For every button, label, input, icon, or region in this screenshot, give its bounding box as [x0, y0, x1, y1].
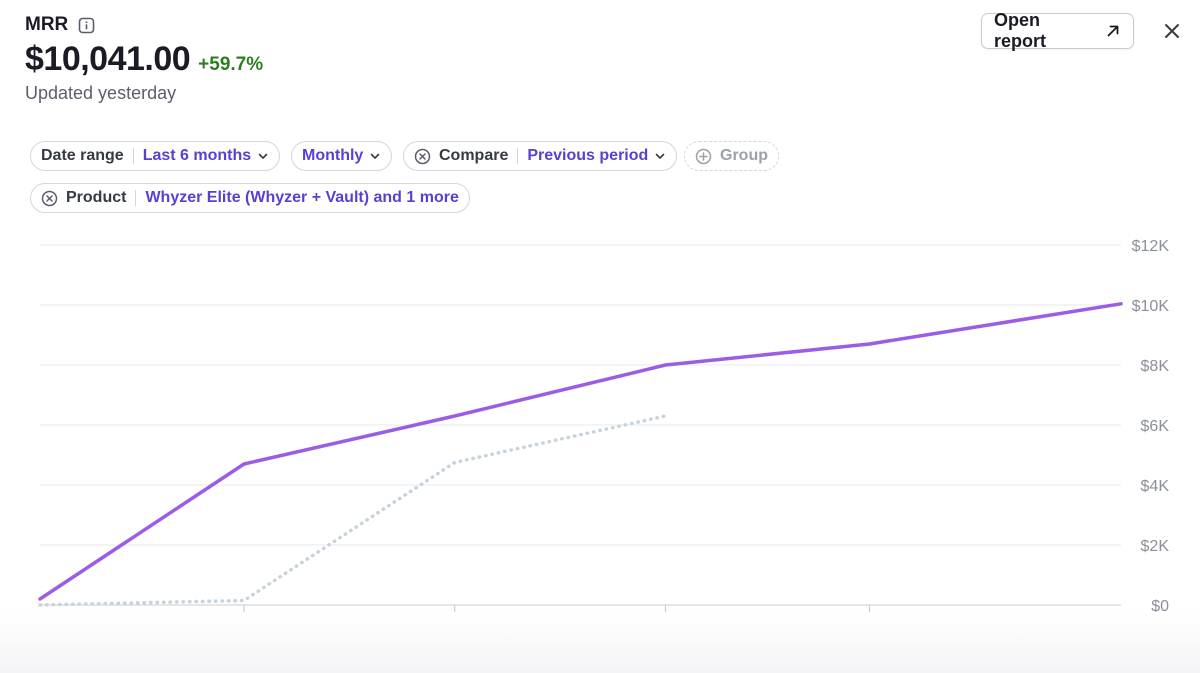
y-tick-label: $10K [1132, 298, 1170, 315]
y-tick-label: $8K [1141, 358, 1170, 375]
y-tick-label: $0 [1151, 598, 1169, 615]
x-tick-label: Oct 1, 2025 [828, 623, 911, 640]
group-filter[interactable]: Group [684, 141, 779, 171]
plus-circle-icon [695, 148, 712, 165]
open-report-label: Open report [994, 10, 1047, 51]
product-filter[interactable]: Product Whyzer Elite (Whyzer + Vault) an… [30, 183, 470, 213]
close-button[interactable] [1161, 20, 1183, 42]
metric-title: MRR [25, 14, 69, 35]
chevron-down-icon [369, 150, 381, 162]
metric-delta-badge: +59.7% [198, 54, 264, 75]
date-range-label: Date range [41, 147, 124, 164]
compare-value: Previous period [527, 147, 649, 164]
compare-filter[interactable]: Compare Previous period [403, 141, 678, 171]
remove-filter-icon[interactable] [41, 190, 58, 207]
chevron-down-icon [257, 150, 269, 162]
x-tick-label: Jun 1, 2025 [40, 623, 124, 640]
open-report-button[interactable]: Open report [981, 10, 1134, 51]
updated-timestamp: Updated yesterday [25, 83, 177, 103]
metric-value: $10,041.00 [25, 40, 191, 78]
date-range-value: Last 6 months [142, 147, 252, 164]
product-label: Product [66, 189, 127, 206]
chevron-down-icon [654, 150, 666, 162]
y-tick-label: $12K [1132, 238, 1170, 255]
current-period-line [38, 302, 1123, 601]
metric-value-row: $10,041.00 +59.7% [25, 40, 263, 79]
x-tick-label: Sep 1, 2025 [622, 623, 708, 640]
interval-value: Monthly [302, 147, 364, 164]
x-tick-label: Aug 1, 2025 [412, 623, 498, 640]
chip-divider [132, 148, 134, 164]
chip-divider [135, 190, 137, 206]
remove-filter-icon[interactable] [414, 148, 431, 165]
arrow-up-right-icon [1105, 23, 1121, 39]
y-tick-label: $2K [1141, 538, 1170, 555]
close-icon [1164, 23, 1180, 39]
compare-label: Compare [439, 147, 509, 164]
mrr-line-chart: $0 $2K $4K $6K $8K $10K $12K Jun 1, 2025 Jul 1, … [38, 238, 1170, 640]
info-icon[interactable] [78, 17, 95, 34]
previous-period-line [38, 414, 668, 607]
chip-divider [517, 148, 519, 164]
interval-filter[interactable]: Monthly [291, 141, 393, 171]
x-tick-label: Jul 1, 2025 [205, 623, 283, 640]
y-tick-label: $6K [1141, 418, 1170, 435]
group-label: Group [720, 147, 768, 164]
metric-title-row: MRR [25, 14, 95, 36]
date-range-filter[interactable]: Date range Last 6 months [30, 141, 281, 171]
y-tick-label: $4K [1141, 478, 1170, 495]
product-value: Whyzer Elite (Whyzer + Vault) and 1 more [145, 189, 459, 206]
